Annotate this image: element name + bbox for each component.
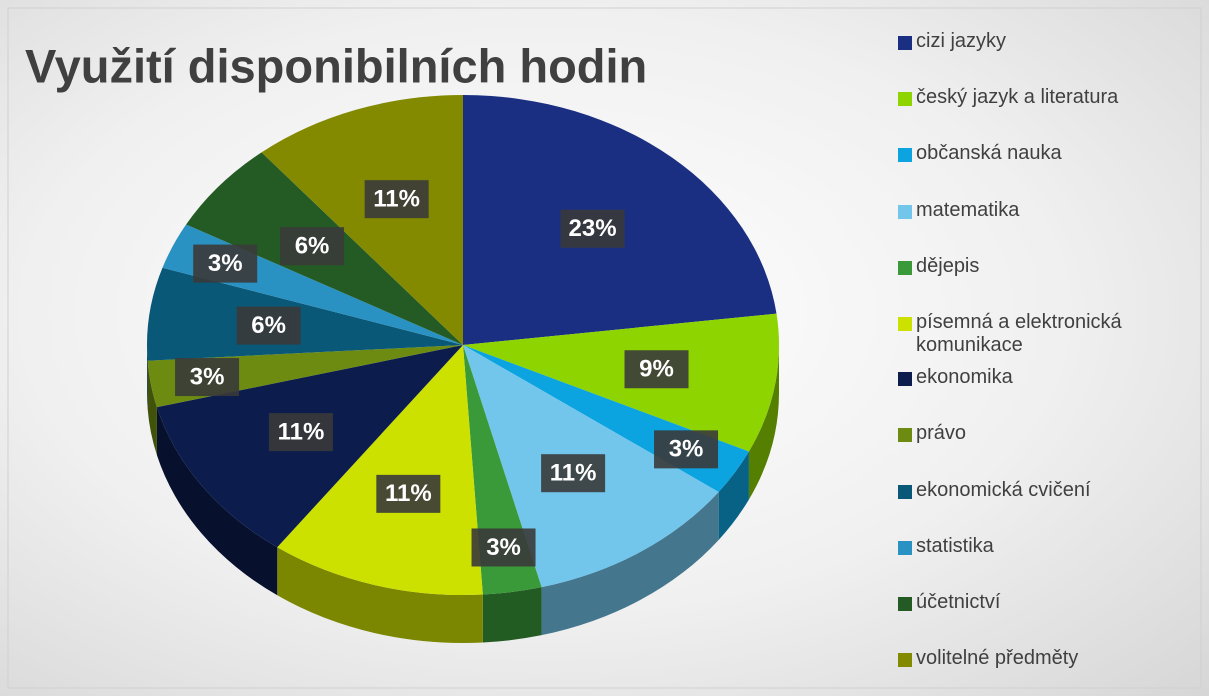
legend-label: ekonomická cvičení bbox=[916, 478, 1091, 501]
data-label: 23% bbox=[569, 215, 617, 242]
data-label-box bbox=[268, 413, 333, 452]
legend-item: dějepis bbox=[898, 255, 1196, 278]
data-label: 3% bbox=[486, 534, 521, 561]
data-label: 3% bbox=[208, 250, 243, 277]
legend-label: účetnictví bbox=[916, 591, 1001, 613]
data-label-box bbox=[541, 454, 606, 493]
legend-item: právo bbox=[898, 422, 1196, 445]
data-label: 6% bbox=[295, 233, 330, 260]
legend-swatch bbox=[898, 597, 912, 611]
pie-side bbox=[277, 547, 483, 643]
pie-side bbox=[748, 345, 779, 500]
data-label-box bbox=[175, 358, 240, 397]
pie-slice bbox=[147, 267, 463, 361]
data-label: 11% bbox=[278, 418, 325, 445]
legend-label: dějepis bbox=[916, 254, 980, 277]
legend-swatch bbox=[898, 36, 912, 50]
legend-item: občanská nauka bbox=[898, 142, 1196, 165]
data-label-box bbox=[364, 180, 429, 219]
legend-swatch bbox=[898, 317, 912, 331]
data-label-box bbox=[236, 306, 301, 345]
legend-swatch bbox=[898, 653, 912, 668]
pie-side bbox=[718, 451, 749, 540]
legend-label: statistika bbox=[916, 534, 994, 557]
legend-label: ekonomika bbox=[916, 366, 1013, 389]
legend-item: cizi jazyky bbox=[898, 30, 1196, 53]
legend-swatch bbox=[898, 148, 912, 163]
data-label-box bbox=[280, 227, 345, 266]
data-label-box bbox=[376, 474, 441, 513]
data-label-group: 11% bbox=[268, 413, 333, 452]
legend-swatch bbox=[898, 540, 912, 555]
data-label-group: 6% bbox=[280, 227, 345, 266]
legend-label: volitelné předměty bbox=[916, 647, 1079, 670]
pie-side bbox=[541, 491, 719, 636]
data-label: 3% bbox=[190, 363, 225, 390]
chart-title: Využití disponibilních hodin bbox=[25, 39, 647, 92]
legend-swatch bbox=[898, 92, 912, 107]
data-label-group: 11% bbox=[364, 180, 429, 219]
data-label-box bbox=[193, 244, 258, 283]
pie-side bbox=[147, 360, 157, 456]
legend-item: ekonomická cvičení bbox=[898, 479, 1196, 502]
pie-side bbox=[147, 345, 148, 409]
data-label-group: 9% bbox=[624, 350, 689, 389]
legend-label: písemná a elektronická komunikace bbox=[916, 311, 1122, 356]
legend-item: český jazyk a literatura bbox=[898, 86, 1196, 109]
pie-side bbox=[156, 407, 278, 596]
legend-swatch bbox=[898, 428, 912, 443]
data-label: 11% bbox=[373, 186, 420, 213]
data-label-box bbox=[471, 528, 536, 567]
legend-label: cizi jazyky bbox=[916, 30, 1007, 52]
legend-item: volitelné předměty bbox=[898, 647, 1196, 670]
data-label-group: 3% bbox=[175, 358, 240, 397]
data-label-group: 11% bbox=[376, 474, 441, 513]
legend-item: písemná a elektronická komunikace bbox=[898, 311, 1196, 357]
legend-label: právo bbox=[916, 422, 967, 445]
frame bbox=[7, 7, 1202, 689]
data-label-box bbox=[560, 209, 625, 248]
legend-swatch bbox=[898, 260, 912, 275]
data-label: 11% bbox=[385, 480, 432, 507]
legend-swatch bbox=[898, 484, 912, 499]
data-label-group: 3% bbox=[471, 528, 536, 567]
legend-item: statistika bbox=[898, 535, 1196, 558]
data-label: 6% bbox=[251, 312, 286, 339]
pie-slice bbox=[261, 95, 463, 345]
data-label-group: 3% bbox=[654, 430, 719, 469]
legend-label: matematika bbox=[916, 198, 1020, 221]
data-label-group: 3% bbox=[193, 244, 258, 283]
data-label: 11% bbox=[550, 460, 597, 487]
legend-label: občanská nauka bbox=[916, 142, 1062, 165]
data-label-group: 11% bbox=[541, 454, 606, 493]
data-label-box bbox=[654, 430, 719, 469]
legend-item: ekonomika bbox=[898, 366, 1196, 389]
data-label-box bbox=[624, 350, 689, 389]
data-label-group: 6% bbox=[236, 306, 301, 345]
pie-side bbox=[482, 587, 542, 643]
legend-swatch bbox=[898, 372, 912, 387]
data-label: 9% bbox=[639, 356, 674, 383]
data-label: 3% bbox=[669, 436, 704, 463]
legend-item: matematika bbox=[898, 199, 1196, 222]
legend-label: český jazyk a literatura bbox=[916, 86, 1119, 109]
legend-swatch bbox=[898, 204, 912, 219]
pie-slice bbox=[277, 345, 483, 595]
data-label-group: 23% bbox=[560, 209, 625, 248]
pie-slice bbox=[463, 313, 779, 452]
legend-item: účetnictví bbox=[898, 591, 1196, 614]
